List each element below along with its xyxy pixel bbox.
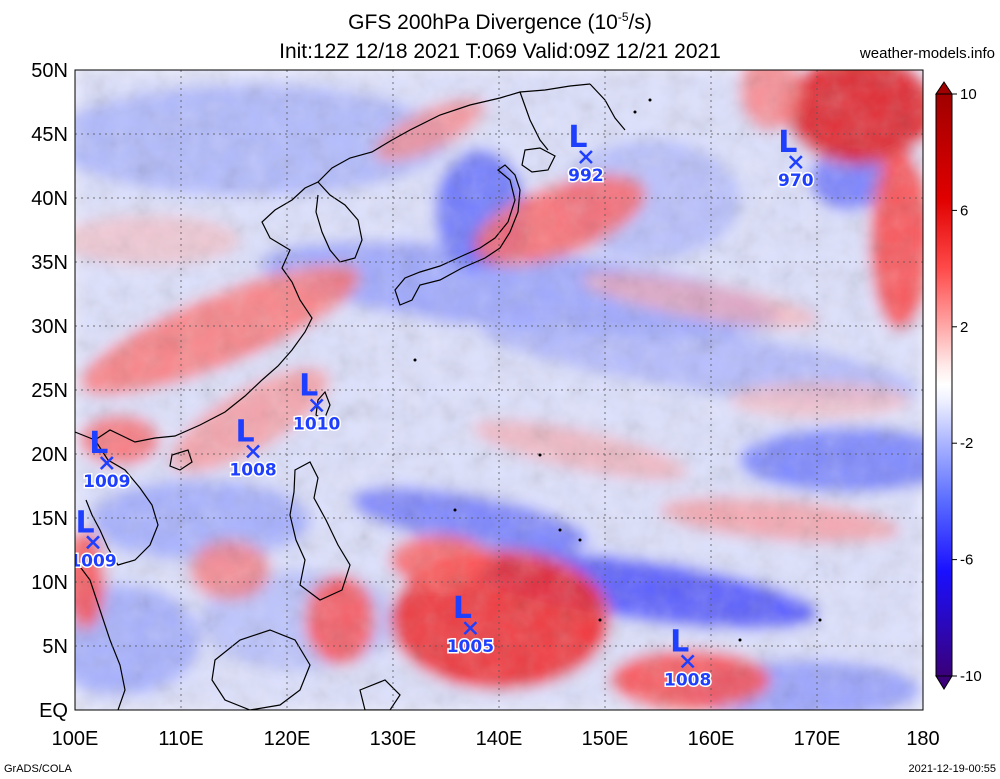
y-tick-label: 5N <box>42 636 68 658</box>
map-frame <box>74 69 924 711</box>
low-center: L 970 <box>777 125 816 193</box>
y-tick-label: 15N <box>31 508 68 530</box>
cross-icon <box>788 155 803 170</box>
y-tick-label: 25N <box>31 380 68 402</box>
y-tick-label: 45N <box>31 124 68 146</box>
cross-icon <box>99 456 114 470</box>
low-center: L 1009 <box>69 505 118 573</box>
x-tick-label: 170E <box>794 728 841 750</box>
y-tick-label: 30N <box>31 316 68 338</box>
low-center: L 1005 <box>445 591 495 659</box>
x-tick-label: 100E <box>52 728 99 750</box>
low-pressure-label: 1009 <box>83 472 130 492</box>
cross-icon <box>246 444 260 459</box>
x-tick-label: 120E <box>264 728 311 750</box>
triangle-down-icon <box>935 675 953 690</box>
colorbar-tick-label: 10 <box>960 86 977 103</box>
cross-icon <box>309 398 324 413</box>
low-center: L 992 <box>567 120 606 188</box>
source-label: weather-models.info <box>859 45 995 62</box>
cross-icon <box>680 654 695 669</box>
low-pressure-label: 970 <box>778 171 814 191</box>
y-tick-label: EQ <box>39 700 68 722</box>
footer-left: GrADS/COLA <box>4 763 73 775</box>
x-tick-label: 140E <box>476 728 523 750</box>
footer-right: 2021-12-19-00:55 <box>909 763 996 775</box>
low-pressure-label: 1005 <box>447 637 494 657</box>
gridlines <box>75 70 923 710</box>
x-tick-label: 160E <box>688 728 735 750</box>
x-tick-label: 180 <box>906 728 939 750</box>
low-center: L 1008 <box>663 624 713 692</box>
colorbar-scale <box>935 93 953 677</box>
x-tick-label: 150E <box>582 728 629 750</box>
divergence-field: L 992 L 970 L 1010 L 1008 L 1009 L 1009 L 1005 L 1008 <box>69 70 923 710</box>
map-subtitle: Init:12Z 12/18 2021 T:069 Valid:09Z 12/2… <box>279 40 721 63</box>
low-center: L 1009 <box>82 426 132 494</box>
low-pressure-markers: L 992 L 970 L 1010 L 1008 L 1009 L 1009 L 1005 L 1008 <box>69 120 816 692</box>
colorbar-tick-label: -6 <box>960 552 973 569</box>
cross-icon <box>86 535 100 550</box>
cross-icon <box>463 621 478 635</box>
low-center: L 1010 <box>292 368 342 436</box>
x-tick-label: 130E <box>370 728 417 750</box>
colorbar-tick-label: 6 <box>960 202 968 219</box>
y-tick-label: 50N <box>31 60 68 82</box>
low-pressure-label: 1009 <box>69 551 116 571</box>
x-tick-label: 110E <box>158 728 203 750</box>
low-L-label: L <box>299 368 318 403</box>
low-center: L 1008 <box>228 414 278 482</box>
colorbar: 10 6 2 -2 -6 -10 <box>935 81 982 690</box>
low-pressure-label: 992 <box>568 166 604 186</box>
low-L-label: L <box>453 591 472 626</box>
colorbar-tick-label: 2 <box>960 319 968 336</box>
low-L-label: L <box>568 120 587 155</box>
y-tick-label: 20N <box>31 444 68 466</box>
colorbar-tick-label: -2 <box>960 435 973 452</box>
low-L-label: L <box>75 505 94 540</box>
triangle-up-icon <box>935 81 953 95</box>
y-tick-label: 40N <box>31 188 68 210</box>
y-tick-label: 10N <box>31 572 68 594</box>
low-L-label: L <box>89 426 108 461</box>
map-title: GFS 200hPa Divergence (10-5/s) <box>348 10 652 34</box>
x-axis-ticks: 100E 110E 120E 130E 140E 150E 160E 170E 180 <box>52 728 940 750</box>
low-L-label: L <box>778 125 797 160</box>
pacific-islands <box>413 98 822 642</box>
coastlines <box>75 83 626 710</box>
y-axis-ticks: EQ 5N 10N 15N 20N 25N 30N 35N 40N 45N 50N <box>31 60 68 722</box>
low-pressure-label: 1008 <box>229 460 276 480</box>
low-L-label: L <box>236 414 255 449</box>
low-pressure-label: 1008 <box>664 670 711 690</box>
y-tick-label: 35N <box>31 252 68 274</box>
cross-icon <box>579 150 593 164</box>
colorbar-tick-label: -10 <box>960 668 982 685</box>
low-pressure-label: 1010 <box>293 414 340 434</box>
low-L-label: L <box>670 624 689 659</box>
